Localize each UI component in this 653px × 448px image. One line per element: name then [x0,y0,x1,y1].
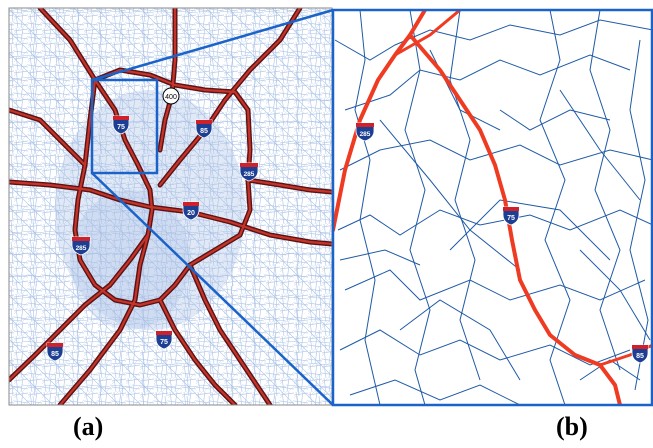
interstate-shield-icon: 75 [155,330,173,350]
interstate-shield-icon: 285 [71,236,91,256]
highway-network-overview [9,8,332,405]
shield-label-75: 75 [160,339,168,346]
shield-label-285: 285 [76,245,87,252]
shield-label-285: 285 [244,171,255,178]
interstate-shield-icon: 285 [355,122,375,142]
panel-b-zoom-map: 285 75 85 [333,10,653,405]
zoom-selection-box [90,78,159,175]
shield-label-75: 75 [117,124,125,131]
shield-label-85: 85 [51,351,59,358]
panel-b-label: (b) [556,412,588,441]
shield-label-85: 85 [200,128,208,135]
zoom-connector-lines [91,8,334,406]
interstate-shield-icon: 85 [631,344,649,364]
shield-label-20: 20 [187,210,195,217]
panel-a-overview-map: 75 85 285 20 285 75 [9,8,332,405]
interstate-shield-icon: 20 [182,201,200,221]
interstate-shield-icon: 75 [112,115,130,135]
interstate-shield-icon: 85 [195,119,213,139]
highway-network-zoom [333,10,653,405]
panel-a-label: (a) [73,412,104,441]
shield-label-285: 285 [360,131,371,138]
interstate-shield-icon: 285 [239,162,259,182]
shield-label-75: 75 [507,215,515,222]
panel-b-border [331,8,653,407]
shield-label-400: 400 [165,94,177,101]
interstate-shield-icon: 75 [502,206,520,226]
state-route-circle-icon: 400 [162,87,180,105]
interstate-shield-icon: 85 [46,342,64,362]
shield-label-85: 85 [636,353,644,360]
